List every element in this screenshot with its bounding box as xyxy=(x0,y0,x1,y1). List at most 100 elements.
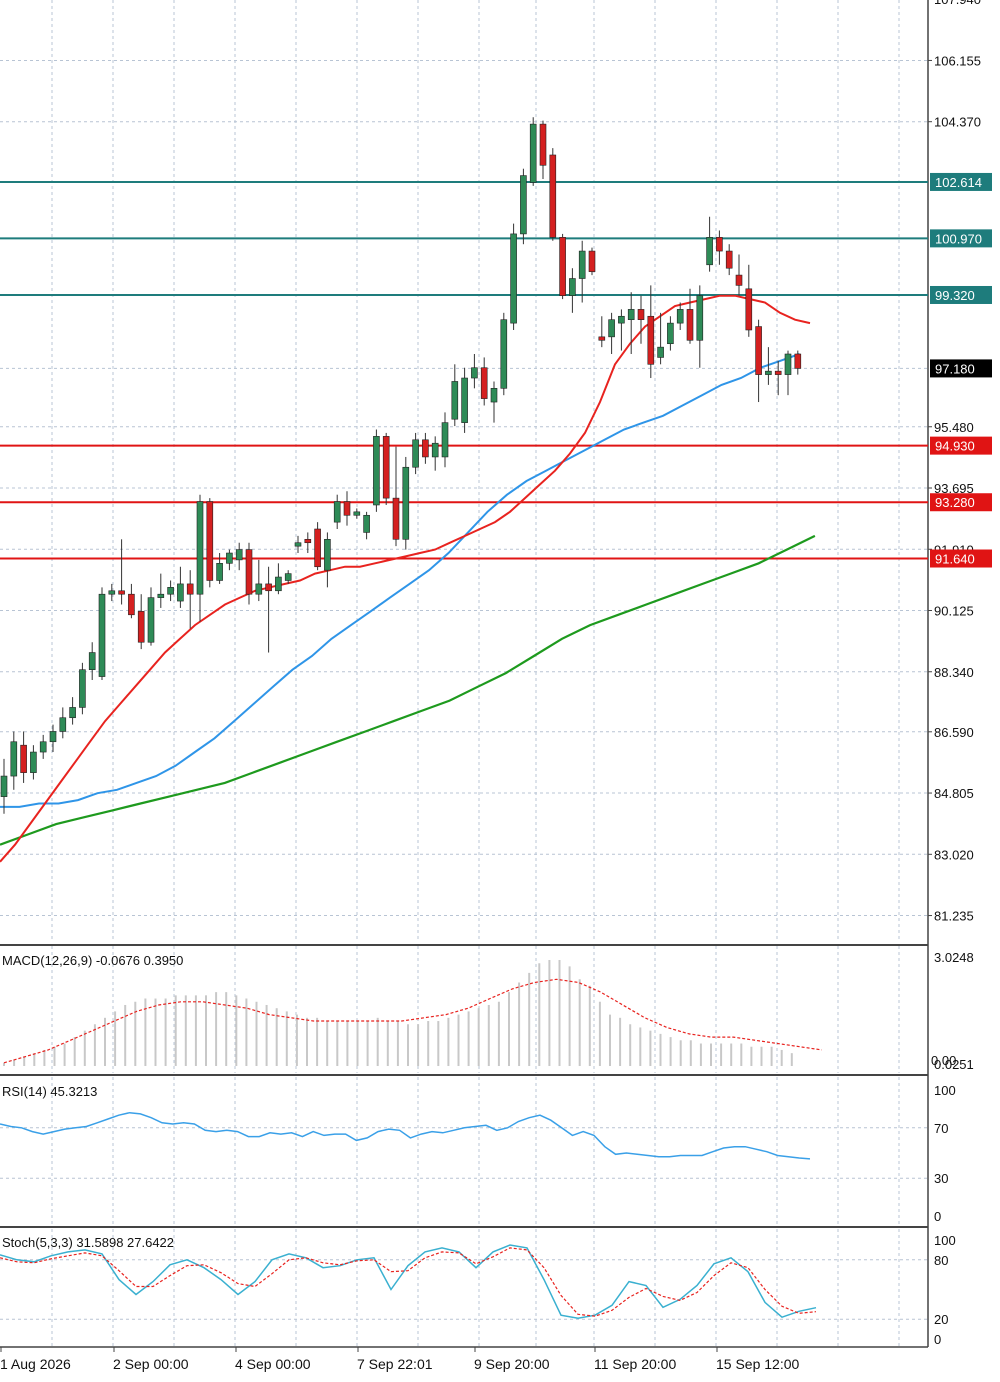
candle-body-bull xyxy=(294,542,302,547)
candle-body-bear xyxy=(539,123,547,166)
candle-body-bull xyxy=(608,319,615,338)
price-tick-label: 86.590 xyxy=(934,725,974,740)
candle-body-bull xyxy=(510,233,517,324)
candle xyxy=(510,223,517,330)
candle-body-bear xyxy=(304,538,312,544)
candle xyxy=(275,563,282,595)
candle-body-bull xyxy=(275,576,282,592)
candle xyxy=(333,494,341,530)
candle-body-bull xyxy=(618,315,625,324)
level-label-box xyxy=(930,172,992,191)
candle xyxy=(353,508,361,519)
candle xyxy=(637,295,645,344)
candle xyxy=(529,117,537,186)
candle xyxy=(39,734,47,759)
rsi-tick-label: 70 xyxy=(934,1121,948,1136)
candle xyxy=(324,532,331,588)
candle-body-bull xyxy=(461,377,468,423)
candle-body-bull xyxy=(88,652,96,670)
price-tick-label: 93.695 xyxy=(934,481,974,496)
candle xyxy=(745,264,753,337)
level-label-box xyxy=(930,229,992,248)
time-tick-label: 4 Sep 00:00 xyxy=(235,1356,311,1372)
candle-body-bull xyxy=(167,587,174,595)
rsi-tick-label: 100 xyxy=(934,1083,956,1098)
candle-body-bull xyxy=(627,309,635,320)
candle-body-bull xyxy=(451,381,459,420)
candle-body-bull xyxy=(324,538,331,571)
candle xyxy=(284,570,292,584)
candle-body-bear xyxy=(392,497,400,540)
ma-mid-line xyxy=(0,353,800,808)
candle-body-bull xyxy=(412,439,419,468)
price-tick-label: 83.020 xyxy=(934,847,974,862)
candle-body-bear xyxy=(794,353,802,369)
candle-body-bear xyxy=(755,326,762,375)
candle-body-bull xyxy=(39,741,47,753)
candle xyxy=(363,511,370,540)
candle xyxy=(98,587,106,680)
candle-body-bull xyxy=(520,175,527,235)
candle xyxy=(304,532,312,554)
candle xyxy=(373,429,380,512)
candle-body-bull xyxy=(667,322,674,345)
level-label-box xyxy=(930,549,992,568)
candle-body-bull xyxy=(765,370,772,375)
candle-body-bear xyxy=(480,367,488,399)
candle xyxy=(676,302,684,330)
macd-tick-label: 0.0251 xyxy=(934,1057,974,1072)
candle-body-bear xyxy=(559,237,566,296)
candle-body-bull xyxy=(471,367,478,379)
level-label: 102.614 xyxy=(935,175,982,190)
level-label: 94.930 xyxy=(935,439,975,454)
candle xyxy=(157,573,165,608)
candle xyxy=(147,587,155,646)
candle-body-bear xyxy=(245,549,253,595)
candle-body-bull xyxy=(363,514,370,533)
price-tick-label: 107.940 xyxy=(934,0,981,7)
rsi-tick-label: 0 xyxy=(934,1209,941,1224)
candle-body-bull xyxy=(226,552,233,564)
candle-body-bull xyxy=(49,731,57,743)
candle xyxy=(735,254,743,296)
rsi-legend: RSI(14) 45.3213 xyxy=(2,1084,97,1099)
candle xyxy=(461,367,468,433)
candle-body-bull xyxy=(196,501,204,595)
candle xyxy=(206,498,214,588)
candle xyxy=(343,491,351,526)
candle xyxy=(716,230,723,265)
candle xyxy=(784,350,792,396)
time-tick-label: 7 Sep 22:01 xyxy=(357,1356,433,1372)
candle xyxy=(441,412,449,468)
level-label-box xyxy=(930,285,992,304)
candle xyxy=(294,535,302,554)
candle-body-bear xyxy=(647,315,655,365)
candle xyxy=(539,120,547,180)
candle xyxy=(451,364,459,427)
candle xyxy=(549,148,557,241)
candle-body-bear xyxy=(206,501,214,581)
candle-body-bear xyxy=(382,436,390,499)
candle xyxy=(725,244,733,276)
stoch-tick-label: 20 xyxy=(934,1312,948,1327)
ma-fast-line xyxy=(0,294,811,863)
candle-body-bull xyxy=(0,775,8,797)
candle-body-bull xyxy=(30,751,37,773)
candle-body-bear xyxy=(128,593,135,616)
time-tick-label: 15 Sep 12:00 xyxy=(716,1356,800,1372)
candle xyxy=(177,566,184,608)
candle-body-bull xyxy=(529,123,537,183)
candle-body-bull xyxy=(216,563,223,581)
macd-legend: MACD(12,26,9) -0.0676 0.3950 xyxy=(2,953,183,968)
candle xyxy=(69,697,76,725)
candle xyxy=(186,570,194,629)
candle xyxy=(255,559,263,602)
candle xyxy=(774,360,782,396)
candle xyxy=(480,357,488,406)
candle-body-bear xyxy=(735,274,743,286)
candle-body-bull xyxy=(784,353,792,375)
level-label: 100.970 xyxy=(935,231,982,246)
candle-body-bull xyxy=(157,593,165,598)
